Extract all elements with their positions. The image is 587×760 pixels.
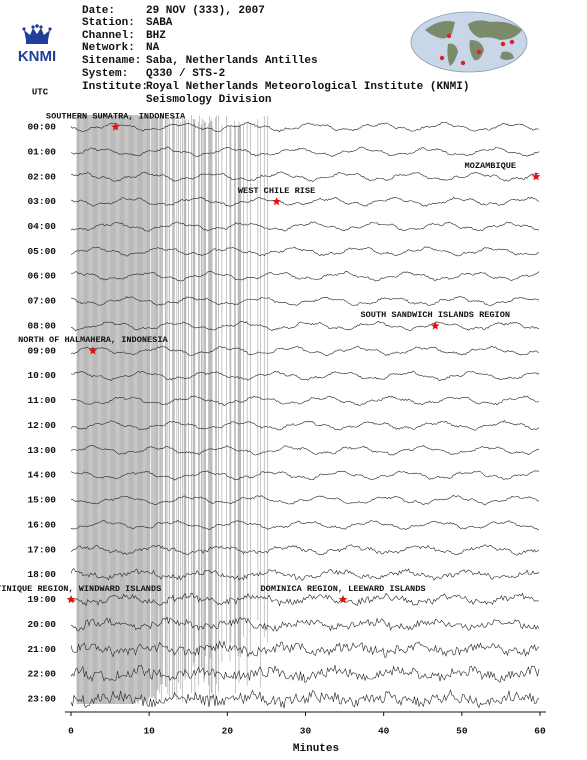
trace [70,246,540,257]
trace [71,494,540,506]
logo-text: KNMI [18,48,56,65]
trace [70,640,540,658]
burst [76,115,268,704]
event-star [531,172,541,181]
row-label: 16:00 [27,519,56,530]
header-label: Network: [82,42,135,54]
trace [70,146,540,157]
timezone: UTC [32,87,49,97]
x-tick-label: 50 [456,726,468,737]
event-label: MARTINIQUE REGION, WINDWARD ISLANDS [0,584,161,594]
row-label: 18:00 [27,569,56,580]
header-label: System: [82,68,128,80]
trace [70,689,540,709]
row-label: 13:00 [27,445,56,456]
trace [70,295,540,306]
row-label: 10:00 [27,370,56,381]
row-label: 05:00 [27,246,56,257]
trace [70,121,540,133]
events: SOUTHERN SUMATRA, INDONESIA MOZAMBIQUE WES… [0,111,541,604]
trace [70,544,540,556]
header-label: Sitename: [82,55,141,67]
header-value: SABA [146,17,173,29]
row-label: 08:00 [27,320,56,331]
event-star [111,122,120,131]
header-label: Channel: [82,30,135,42]
row-label: 06:00 [27,271,56,282]
x-tick-label: 60 [534,726,546,737]
row-label: 03:00 [27,196,56,207]
header-value: Q330 / STS-2 [146,68,225,80]
trace [70,320,539,332]
world-map [410,11,528,73]
event-label: NORTH OF HALMAHERA, INDONESIA [18,335,168,345]
row-label: 22:00 [27,669,56,680]
event-star [272,197,281,206]
event-star [431,321,440,330]
row-label: 14:00 [27,470,56,481]
row-label: 01:00 [27,146,56,157]
x-tick-label: 10 [143,726,155,737]
row-label: 11:00 [27,395,56,406]
trace [71,171,540,182]
trace [70,445,540,456]
row-label: 02:00 [27,171,56,182]
trace [70,270,540,282]
trace [70,470,540,481]
row-label: 21:00 [27,644,56,655]
header-label: Institute: [82,81,148,93]
x-tick-label: 20 [222,726,234,737]
trace [70,370,540,382]
axes: 00:00 01:00 02:00 03:00 04:00 05:00 06:00 07:00… [27,122,546,737]
header: Date: 29 NOV (333), 2007 Station: SABA Chann… [82,5,469,106]
header-value: NA [146,42,160,54]
header-value: Saba, Netherlands Antilles [146,55,318,67]
event-label: MOZAMBIQUE [465,161,517,171]
row-label: 12:00 [27,420,56,431]
row-label: 20:00 [27,619,56,630]
x-axis-label: Minutes [293,743,339,755]
row-label: 19:00 [27,594,56,605]
header-value: 29 NOV (333), 2007 [146,5,265,17]
x-tick-label: 40 [378,726,390,737]
x-tick-label: 0 [68,726,74,737]
event-star [338,595,348,604]
trace [70,519,540,531]
header-label: Date: [82,5,115,17]
header-value: Seismology Division [146,94,271,106]
trace [70,568,540,581]
trace [70,664,540,683]
traces [70,115,540,709]
x-tick-label: 30 [300,726,312,737]
logo-crown [22,24,52,44]
trace [70,395,540,406]
event-star [66,595,76,604]
event-label: WEST CHILE RISE [238,186,315,196]
trace [70,592,540,607]
event-star [88,346,98,355]
row-label: 23:00 [27,694,56,705]
trace [70,616,540,632]
header-value: BHZ [146,30,166,42]
row-label: 04:00 [27,221,56,232]
row-label: 09:00 [27,345,56,356]
header-value: Royal Netherlands Meteorological Institu… [146,81,469,93]
trace [70,345,540,356]
row-label: 17:00 [27,544,56,555]
trace [70,196,540,207]
trace [70,420,540,431]
header-label: Station: [82,17,135,29]
row-label: 00:00 [27,122,56,133]
row-label: 15:00 [27,495,56,506]
event-label: SOUTHERN SUMATRA, INDONESIA [46,111,186,121]
event-label: DOMINICA REGION, LEEWARD ISLANDS [261,584,426,594]
trace [70,221,540,232]
event-label: SOUTH SANDWICH ISLANDS REGION [360,310,510,320]
row-label: 07:00 [27,296,56,307]
